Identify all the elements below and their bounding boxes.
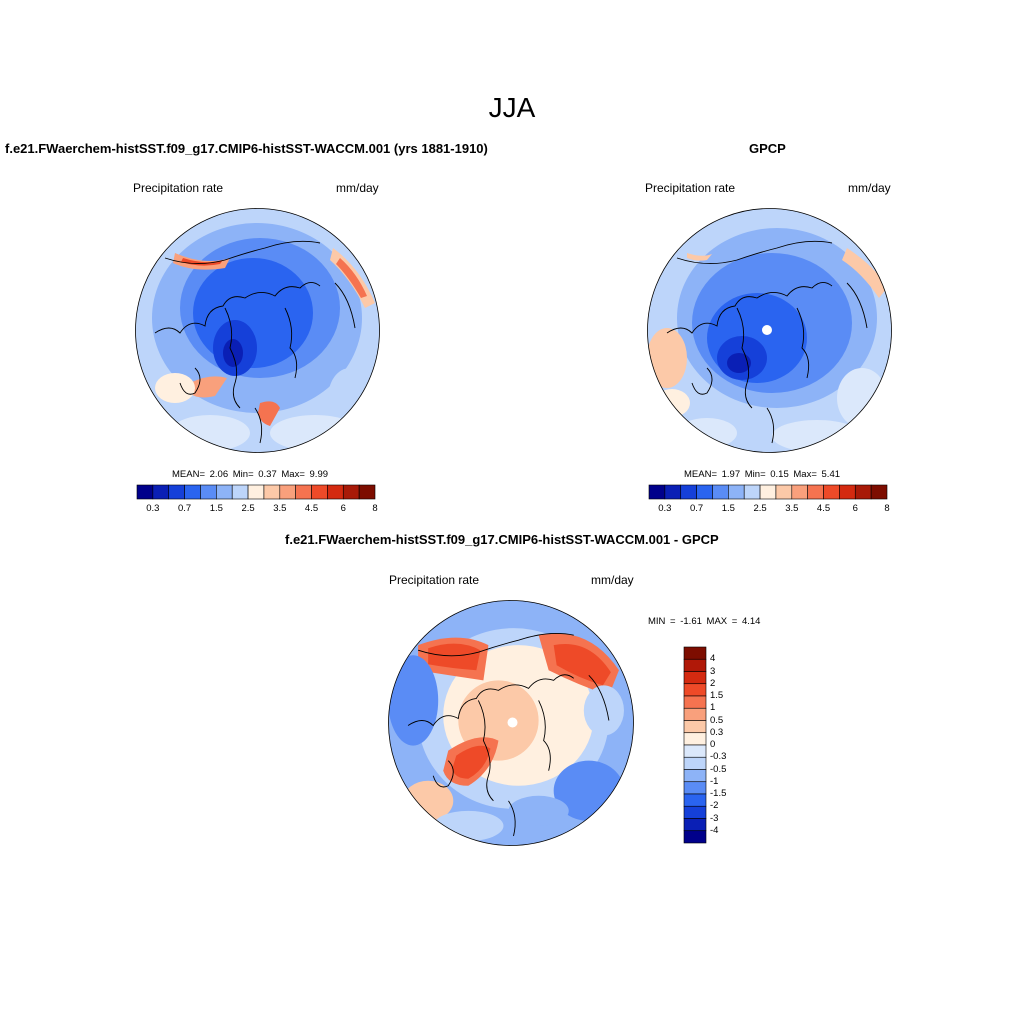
colorbar-tick-label: 6 <box>852 503 858 514</box>
colorbar-swatch <box>791 484 808 500</box>
colorbar-tick-label: -2 <box>710 800 719 812</box>
colorbar-swatch <box>683 695 707 709</box>
colorbar-swatch <box>683 658 707 672</box>
colorbar-tick-label: 3.5 <box>273 503 287 514</box>
colorbar-swatch <box>712 484 729 500</box>
colorbar-swatch <box>683 818 707 832</box>
panel3-colorbar-labels: 4 3 2 1.5 1 0.5 0.3 0 -0.3 -0.5 -1 -1.5 -2 -3 -4 <box>710 647 750 843</box>
colorbar-swatch <box>136 484 154 500</box>
colorbar-tick-label: 0 <box>710 739 716 750</box>
colorbar-tick-label: 2.5 <box>241 503 255 514</box>
panel2-stats: MEAN= 1.97 Min= 0.15 Max= 5.41 <box>684 469 841 480</box>
colorbar-swatch <box>743 484 761 500</box>
colorbar-swatch <box>279 484 296 500</box>
panel1-polar-map <box>135 208 380 453</box>
colorbar-tick-label: -4 <box>710 824 719 836</box>
colorbar-tick-label: 4 <box>710 653 716 665</box>
colorbar-tick-label: 0.7 <box>689 503 704 514</box>
colorbar-swatch <box>683 830 707 844</box>
colorbar-tick-label: 0.3 <box>146 503 160 514</box>
colorbar-tick-label: 8 <box>372 503 378 514</box>
colorbar-swatch <box>683 720 707 734</box>
colorbar-swatch <box>664 484 682 500</box>
colorbar-tick-label: 1 <box>710 702 716 714</box>
colorbar-swatch <box>775 484 793 500</box>
panel1-colorbar-labels: 0.3 0.7 1.5 2.5 3.5 4.5 6 8 <box>137 503 377 515</box>
colorbar-tick-label: 4.5 <box>816 503 831 514</box>
colorbar-swatch <box>683 732 707 746</box>
panel3-polar-map <box>388 600 634 846</box>
colorbar-swatch <box>683 683 707 697</box>
colorbar-tick-label: 8 <box>884 503 890 514</box>
panel3-units-label: mm/day <box>591 573 634 587</box>
colorbar-tick-label: -3 <box>710 812 719 824</box>
colorbar-tick-label: 2 <box>710 677 716 689</box>
colorbar-tick-label: 0.5 <box>710 714 724 726</box>
colorbar-swatch <box>168 484 185 500</box>
colorbar-swatch <box>200 484 217 500</box>
colorbar-swatch <box>683 671 707 685</box>
colorbar-swatch <box>683 769 707 783</box>
colorbar-swatch <box>295 484 312 500</box>
colorbar-tick-label: -0.3 <box>710 751 727 763</box>
figure-title: JJA <box>488 92 536 123</box>
panel1-units-label: mm/day <box>336 181 379 195</box>
panel1-variable-label: Precipitation rate <box>133 181 224 195</box>
colorbar-swatch <box>184 484 201 500</box>
colorbar-tick-label: 4.5 <box>304 503 319 514</box>
panel3-colorbar <box>683 646 707 844</box>
colorbar-tick-label: 3.5 <box>785 503 799 514</box>
colorbar-swatch <box>327 484 344 500</box>
colorbar-swatch <box>683 646 707 660</box>
panel3-stats: MIN = -1.61 MAX = 4.14 <box>648 616 761 627</box>
colorbar-swatch <box>342 484 360 500</box>
colorbar-swatch <box>683 707 707 721</box>
panel2-title: GPCP <box>749 141 786 156</box>
colorbar-tick-label: 0.3 <box>710 726 724 738</box>
colorbar-swatch <box>231 484 249 500</box>
panel1-stats: MEAN= 2.06 Min= 0.37 Max= 9.99 <box>172 469 329 480</box>
colorbar-tick-label: 1.5 <box>721 503 735 514</box>
colorbar-swatch <box>247 484 265 500</box>
colorbar-swatch <box>807 484 824 500</box>
colorbar-swatch <box>152 484 170 500</box>
colorbar-swatch <box>311 484 328 500</box>
colorbar-swatch <box>263 484 281 500</box>
colorbar-tick-label: 6 <box>340 503 346 514</box>
colorbar-tick-label: -0.5 <box>710 763 727 775</box>
colorbar-tick-label: 3 <box>710 665 716 677</box>
colorbar-tick-label: -1.5 <box>710 788 727 799</box>
colorbar-swatch <box>728 484 745 500</box>
colorbar-swatch <box>696 484 713 500</box>
panel2-polar-map <box>647 208 892 453</box>
colorbar-swatch <box>823 484 840 500</box>
panel2-colorbar-labels: 0.3 0.7 1.5 2.5 3.5 4.5 6 8 <box>649 503 889 515</box>
colorbar-swatch <box>216 484 233 500</box>
colorbar-swatch <box>870 484 888 500</box>
panel2-colorbar <box>648 484 888 500</box>
colorbar-tick-label: 0.7 <box>177 503 192 514</box>
panel1-colorbar <box>136 484 376 500</box>
colorbar-tick-label: 1.5 <box>710 690 724 701</box>
colorbar-tick-label: 0.3 <box>658 503 672 514</box>
colorbar-swatch <box>683 781 707 795</box>
colorbar-swatch <box>683 805 707 819</box>
colorbar-swatch <box>683 744 707 758</box>
colorbar-swatch <box>358 484 376 500</box>
colorbar-tick-label: -1 <box>710 775 719 787</box>
panel3-variable-label: Precipitation rate <box>389 573 480 587</box>
colorbar-swatch <box>854 484 872 500</box>
panel2-units-label: mm/day <box>848 181 891 195</box>
panel2-variable-label: Precipitation rate <box>645 181 736 195</box>
colorbar-swatch <box>683 793 707 807</box>
panel1-title: f.e21.FWaerchem-histSST.f09_g17.CMIP6-hi… <box>5 141 488 156</box>
colorbar-tick-label: 2.5 <box>753 503 767 514</box>
colorbar-tick-label: 1.5 <box>209 503 223 514</box>
panel3-title: f.e21.FWaerchem-histSST.f09_g17.CMIP6-hi… <box>285 532 719 547</box>
colorbar-swatch <box>839 484 856 500</box>
colorbar-swatch <box>683 756 707 770</box>
colorbar-swatch <box>648 484 666 500</box>
colorbar-swatch <box>759 484 777 500</box>
colorbar-swatch <box>680 484 697 500</box>
